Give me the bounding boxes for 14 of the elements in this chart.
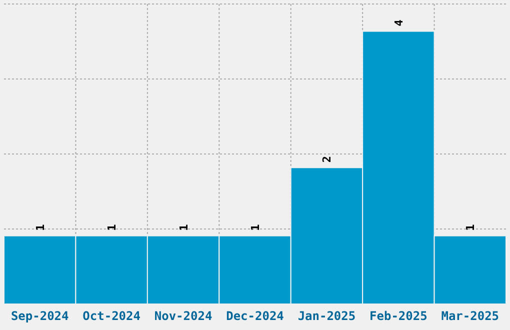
- x-tick-label: Feb-2025: [370, 309, 428, 323]
- data-label: 1: [177, 224, 190, 231]
- data-label: 1: [106, 224, 119, 231]
- x-tick-label: Oct-2024: [82, 309, 140, 323]
- x-tick-label: Mar-2025: [441, 309, 500, 323]
- data-label: 4: [392, 19, 406, 26]
- x-tick-label: Sep-2024: [10, 309, 69, 323]
- x-tick-label: Jan-2025: [298, 309, 356, 323]
- x-tick-label: Nov-2024: [154, 309, 212, 323]
- data-label: 1: [249, 224, 262, 231]
- x-tick-label: Dec-2024: [226, 309, 284, 323]
- data-label: 1: [464, 224, 478, 231]
- data-label: 1: [34, 224, 47, 231]
- data-label: 2: [320, 156, 334, 163]
